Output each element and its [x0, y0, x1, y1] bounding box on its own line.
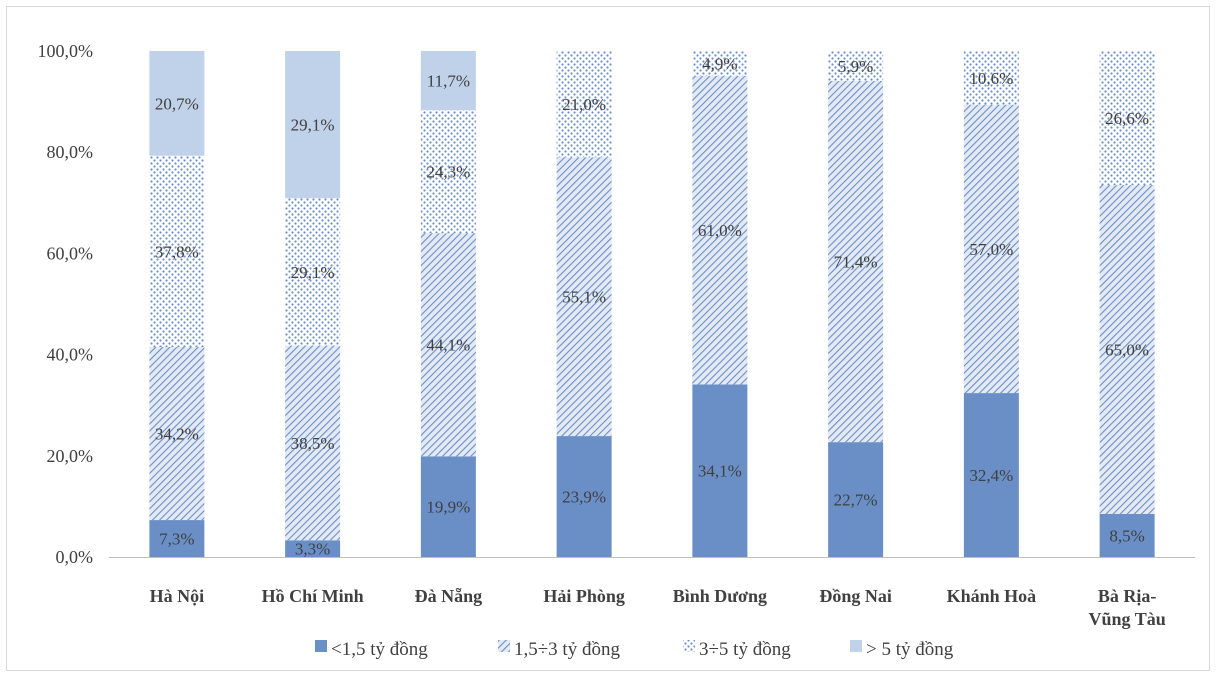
data-label: 38,5%	[291, 434, 335, 453]
data-label: 34,1%	[698, 462, 742, 481]
data-label: 4,9%	[702, 54, 737, 73]
data-label: 26,6%	[1105, 109, 1149, 128]
data-label: 55,1%	[562, 288, 606, 307]
y-tick-label: 0,0%	[56, 547, 94, 567]
data-label: 57,0%	[969, 240, 1013, 259]
data-label: 10,6%	[969, 69, 1013, 88]
x-category-label: Khánh Hoà	[947, 586, 1037, 606]
legend-swatch	[498, 640, 510, 652]
data-label: 7,3%	[159, 530, 194, 549]
y-tick-label: 80,0%	[47, 142, 94, 162]
legend-swatch	[315, 640, 327, 652]
legend-label: > 5 tỷ đồng	[866, 639, 954, 660]
data-label: 24,3%	[426, 163, 470, 182]
legend-label: 1,5÷3 tỷ đồng	[514, 639, 620, 660]
data-label: 5,9%	[838, 57, 873, 76]
y-tick-label: 40,0%	[47, 345, 94, 365]
data-label: 3,3%	[295, 540, 330, 559]
data-label: 34,2%	[155, 425, 199, 444]
data-label: 37,8%	[155, 242, 199, 261]
data-label: 71,4%	[834, 252, 878, 271]
data-label: 19,9%	[426, 498, 470, 517]
data-label: 20,7%	[155, 94, 199, 113]
x-category-label: Hải Phòng	[543, 586, 625, 606]
data-label: 23,9%	[562, 488, 606, 507]
legend-swatch	[850, 640, 862, 652]
x-category-label: Vũng Tàu	[1089, 609, 1166, 629]
data-label: 21,0%	[562, 95, 606, 114]
legend-swatch	[683, 640, 695, 652]
y-tick-label: 20,0%	[47, 446, 94, 466]
y-tick-label: 100,0%	[38, 41, 94, 61]
y-tick-label: 60,0%	[47, 243, 94, 263]
x-category-label: Đồng Nai	[819, 586, 892, 606]
x-category-label: Bình Dương	[673, 586, 767, 606]
x-category-label: Đà Nẵng	[415, 586, 483, 606]
data-label: 32,4%	[969, 466, 1013, 485]
x-category-label: Bà Rịa-	[1098, 586, 1157, 606]
data-label: 44,1%	[426, 336, 470, 355]
data-label: 29,1%	[291, 263, 335, 282]
legend-label: 3÷5 tỷ đồng	[699, 639, 791, 660]
axis-layer: 0,0% 20,0% 40,0% 60,0% 80,0% 100,0% Hà Nội Hồ C…	[38, 41, 1196, 629]
x-category-label: Hà Nội	[150, 586, 205, 606]
data-label: 11,7%	[427, 72, 470, 91]
legend-label: <1,5 tỷ đồng	[331, 639, 428, 660]
data-label: 61,0%	[698, 221, 742, 240]
data-label: 65,0%	[1105, 341, 1149, 360]
data-label: 29,1%	[291, 116, 335, 135]
data-label: 8,5%	[1109, 526, 1144, 545]
legend: <1,5 tỷ đồng 1,5÷3 tỷ đồng 3÷5 tỷ đồng > 5 …	[315, 639, 954, 660]
x-category-label: Hồ Chí Minh	[262, 586, 364, 606]
data-label: 22,7%	[834, 491, 878, 510]
